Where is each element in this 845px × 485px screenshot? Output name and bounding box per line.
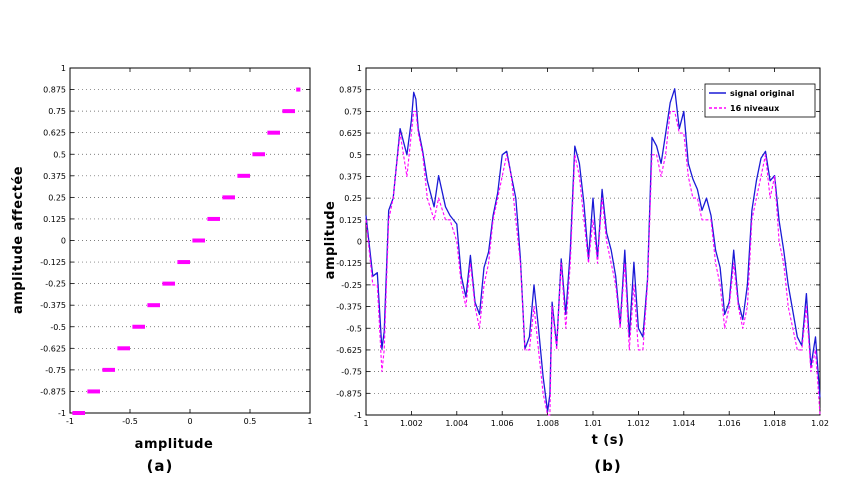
y-tick-label: -0.375 xyxy=(336,303,362,312)
x-tick-label: 0 xyxy=(187,417,192,426)
y-tick-label: -1 xyxy=(58,409,66,418)
x-tick-label: 1.008 xyxy=(536,419,559,428)
y-tick-label: -0.125 xyxy=(336,259,362,268)
y-tick-label: 0.75 xyxy=(344,107,362,116)
y-tick-label: -1 xyxy=(354,411,362,420)
legend-box xyxy=(704,83,816,118)
signal-comparison-chart: 1 0.875 0.75 0.625 0.5 0.375 0.25 0.125 0 -0.125 -… xyxy=(323,64,829,475)
y-axis-label-b: amplitude xyxy=(323,201,338,280)
y-tick-label: -0.25 xyxy=(341,281,362,290)
x-tick-label: 0.5 xyxy=(244,417,257,426)
y-tick-label: -0.875 xyxy=(336,389,362,398)
y-tick-label: 0.5 xyxy=(349,151,362,160)
y-tick-label: -0.25 xyxy=(45,280,66,289)
x-tick-label: -0.5 xyxy=(122,417,138,426)
y-tick-label: -0.625 xyxy=(40,344,66,353)
y-tick-label: 1 xyxy=(61,64,66,73)
y-tick-label: 1 xyxy=(357,64,362,73)
x-tick-label: 1.002 xyxy=(400,419,423,428)
y-tick-label: -0.125 xyxy=(40,258,66,267)
y-tick-label: 0.25 xyxy=(48,193,66,202)
x-axis-label-a: amplitude xyxy=(135,437,214,452)
legend-label-original: signal original xyxy=(730,89,795,98)
y-tick-label: 0.625 xyxy=(43,129,66,138)
x-ticks-b: 1 1.002 1.004 1.006 1.008 1.01 1.012 1.014 1.016… xyxy=(363,68,829,428)
panel-label-b: (b) xyxy=(594,457,621,475)
y-tick-label: 0 xyxy=(61,237,66,246)
y-tick-label: 0.75 xyxy=(48,107,66,116)
legend: signal original 16 niveaux xyxy=(704,83,816,118)
x-tick-label: 1.014 xyxy=(672,419,695,428)
y-tick-label: 0 xyxy=(357,238,362,247)
y-tick-label: 0.875 xyxy=(339,86,362,95)
x-tick-label: -1 xyxy=(66,417,74,426)
y-tick-label: -0.875 xyxy=(40,387,66,396)
x-axis-label-b: t (s) xyxy=(592,433,625,448)
y-tick-label: 0.25 xyxy=(344,194,362,203)
y-tick-label: 0.125 xyxy=(339,216,362,225)
y-tick-label: 0.875 xyxy=(43,86,66,95)
x-tick-label: 1 xyxy=(307,417,312,426)
x-ticks-a: -1 -0.5 0 0.5 1 xyxy=(66,68,313,426)
y-tick-label: -0.5 xyxy=(50,323,66,332)
y-axis-label-a: amplitude affectée xyxy=(11,166,26,314)
signal-series xyxy=(365,88,821,416)
y-tick-label: 0.375 xyxy=(339,172,362,181)
series-line-quantized xyxy=(365,110,821,416)
series-line-original xyxy=(365,88,821,413)
x-tick-label: 1.016 xyxy=(718,419,741,428)
y-ticks-a: 1 0.875 0.75 0.625 0.5 0.375 0.25 0.125 0 -0.125 -… xyxy=(40,64,310,418)
legend-label-quantized: 16 niveaux xyxy=(730,104,780,113)
x-tick-label: 1.004 xyxy=(445,419,468,428)
x-tick-label: 1.012 xyxy=(627,419,650,428)
y-tick-label: -0.625 xyxy=(336,346,362,355)
x-tick-label: 1 xyxy=(363,419,368,428)
y-tick-label: -0.375 xyxy=(40,301,66,310)
y-tick-label: 0.125 xyxy=(43,215,66,224)
x-tick-label: 1.01 xyxy=(584,419,602,428)
y-tick-label: -0.75 xyxy=(45,366,66,375)
plot-frame-b xyxy=(365,67,821,416)
y-tick-label: 0.5 xyxy=(53,150,66,159)
x-tick-label: 1.018 xyxy=(763,419,786,428)
quantization-steps xyxy=(72,87,301,415)
x-tick-label: 1.006 xyxy=(491,419,514,428)
y-tick-label: -0.5 xyxy=(346,324,362,333)
quantizer-characteristic-chart: 10.8750.750.6250.50.3750.250.1250-0.125-… xyxy=(11,64,313,475)
y-tick-label: 0.625 xyxy=(339,129,362,138)
x-tick-label: 1.02 xyxy=(811,419,829,428)
y-tick-label: -0.75 xyxy=(341,368,362,377)
y-tick-label: 0.375 xyxy=(43,172,66,181)
panel-label-a: (a) xyxy=(147,457,174,475)
